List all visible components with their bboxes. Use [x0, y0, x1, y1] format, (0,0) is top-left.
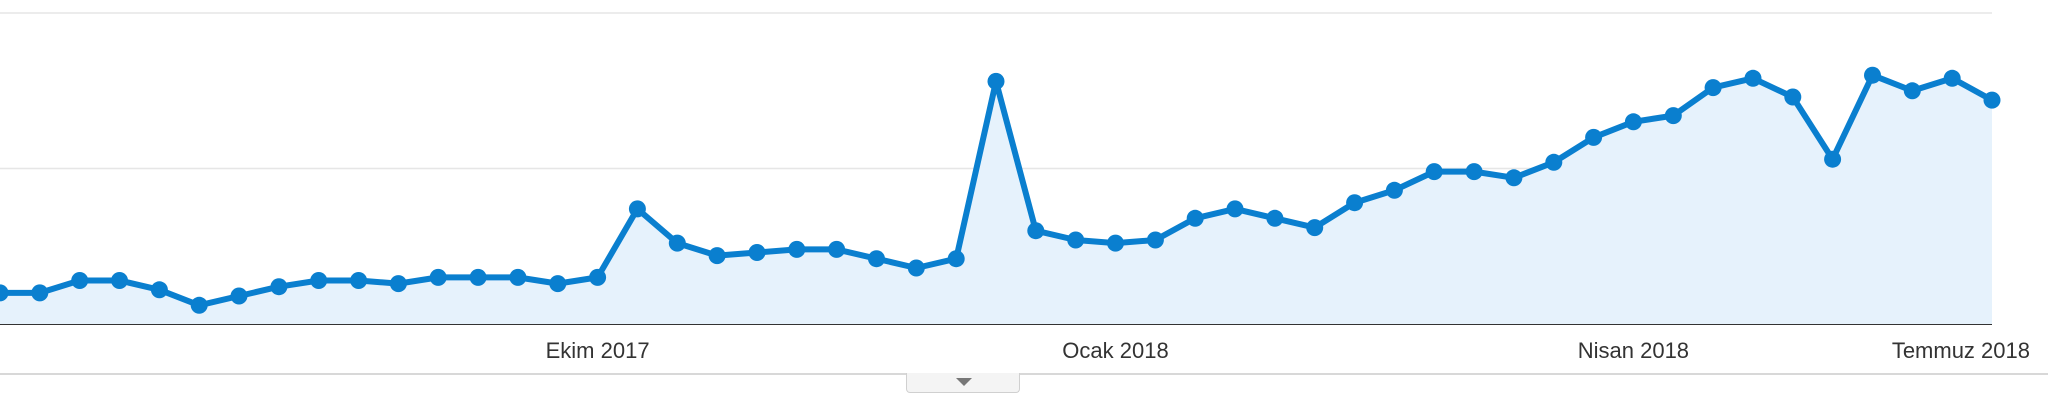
data-point [1784, 88, 1802, 106]
data-point [1107, 234, 1124, 252]
data-point [1824, 150, 1842, 168]
data-point [1425, 163, 1443, 181]
data-point [350, 272, 368, 289]
x-tick-label: Nisan 2018 [1578, 338, 1689, 363]
data-point [1027, 222, 1045, 240]
chevron-down-icon [956, 378, 972, 386]
data-point [708, 247, 726, 265]
data-point [589, 268, 607, 286]
data-point [1266, 209, 1284, 227]
data-point [509, 268, 527, 286]
data-point [0, 284, 9, 302]
data-point [549, 275, 567, 293]
data-point [310, 272, 328, 289]
data-point [868, 250, 885, 268]
data-point [947, 250, 965, 268]
collapse-chart-button[interactable] [906, 373, 1020, 393]
series-area [0, 75, 1992, 324]
x-tick-label: Ekim 2017 [546, 338, 650, 363]
data-point [788, 240, 806, 258]
data-point [1545, 153, 1563, 171]
data-point [1943, 69, 1961, 87]
data-point [1465, 163, 1483, 181]
data-point [1385, 181, 1403, 199]
data-point [71, 272, 89, 289]
data-point [429, 268, 447, 286]
data-point [748, 244, 766, 261]
data-point [31, 284, 49, 302]
point-layer [0, 66, 2001, 314]
data-point [987, 72, 1005, 90]
data-point [1903, 82, 1921, 100]
data-point [190, 296, 208, 314]
data-point [1864, 66, 1881, 84]
data-point [1744, 69, 1762, 87]
data-point [230, 287, 248, 305]
data-point [1306, 219, 1324, 237]
data-point [668, 234, 686, 252]
data-point [1226, 200, 1244, 218]
data-point [1505, 169, 1523, 187]
tick-layer: Ekim 2017 Ocak 2018 Nisan 2018 Temmuz 2018 [546, 338, 2030, 363]
data-point [389, 275, 407, 293]
area-layer [0, 75, 1992, 324]
data-point [111, 272, 128, 289]
data-point [150, 281, 168, 299]
data-point [270, 278, 288, 296]
x-tick-label: Temmuz 2018 [1892, 338, 2030, 363]
data-point [1704, 79, 1722, 97]
data-point [1983, 91, 2001, 109]
data-point [828, 240, 846, 258]
chart-footer-divider [0, 373, 2048, 375]
data-point [1067, 231, 1085, 249]
data-point [907, 259, 925, 277]
data-point [1146, 231, 1164, 249]
data-point [1186, 209, 1204, 227]
data-point [628, 200, 646, 218]
data-point [1624, 113, 1642, 131]
data-point [1346, 194, 1364, 212]
data-point [469, 268, 487, 286]
x-tick-label: Ocak 2018 [1062, 338, 1168, 363]
data-point [1585, 128, 1603, 146]
data-point [1664, 107, 1682, 125]
